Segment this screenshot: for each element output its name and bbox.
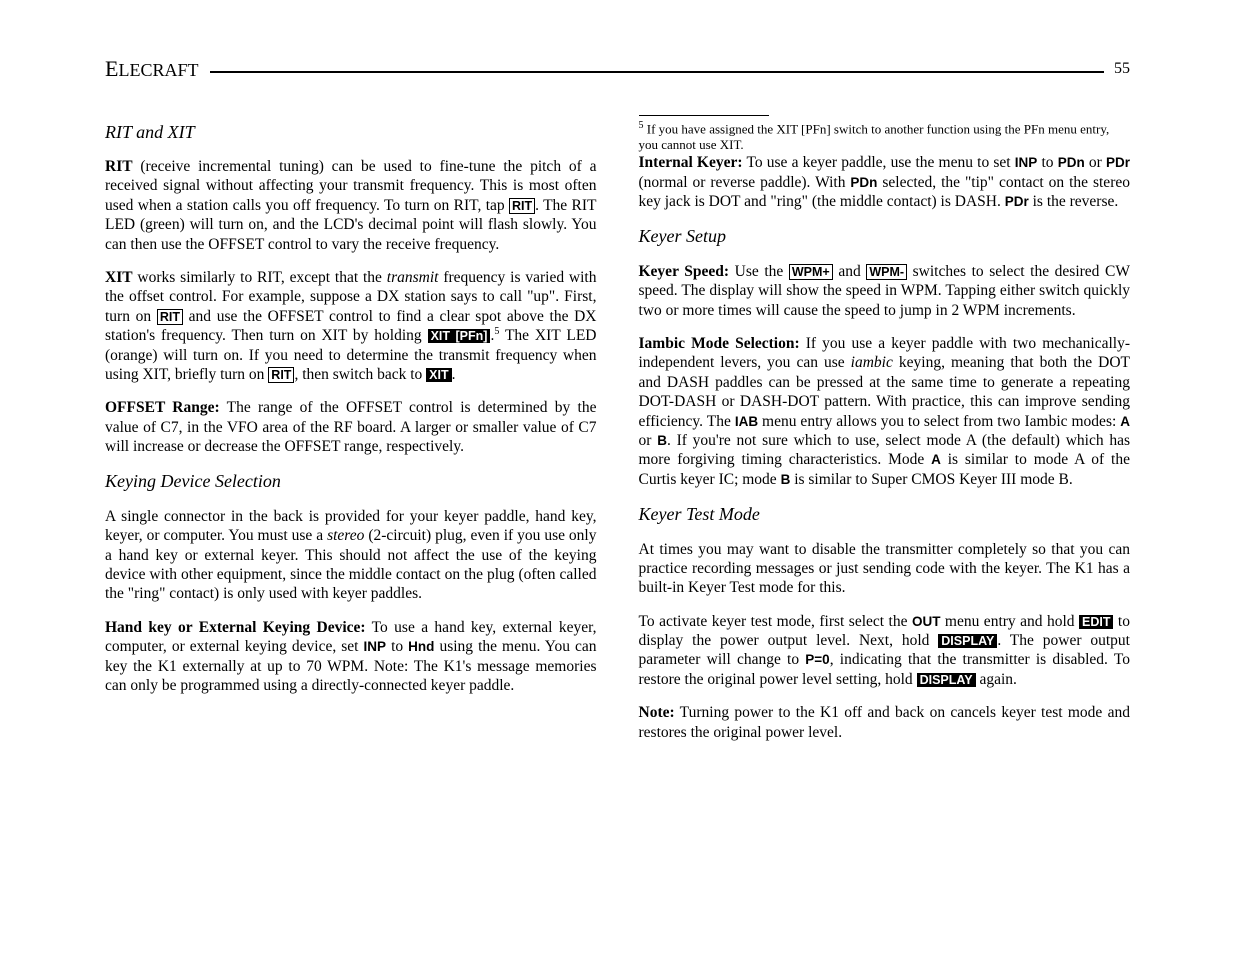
text: menu entry and hold bbox=[940, 613, 1079, 630]
brand-initial: E bbox=[105, 56, 118, 81]
para-hand-key: Hand key or External Keying Device: To u… bbox=[105, 618, 597, 696]
menu-pdn: PDn bbox=[1058, 155, 1085, 170]
footnote-rule bbox=[639, 115, 769, 116]
para-connector: A single connector in the back is provid… bbox=[105, 507, 597, 604]
menu-pdr: PDr bbox=[1005, 194, 1029, 209]
menu-out: OUT bbox=[912, 614, 941, 629]
para-test-activate: To activate keyer test mode, first selec… bbox=[639, 612, 1131, 690]
text: (normal or reverse paddle). With bbox=[639, 174, 851, 191]
para-internal-keyer: Internal Keyer: To use a keyer paddle, u… bbox=[639, 153, 1131, 211]
text: or bbox=[639, 432, 658, 449]
text: or bbox=[1085, 154, 1106, 171]
header-rule bbox=[210, 71, 1104, 73]
text: to bbox=[1037, 154, 1057, 171]
page-number: 55 bbox=[1114, 59, 1130, 79]
para-xit: XIT works similarly to RIT, except that … bbox=[105, 268, 597, 384]
footnote-text: If you have assigned the XIT [PFn] switc… bbox=[639, 121, 1110, 152]
text: Use the bbox=[729, 263, 789, 280]
text: Turning power to the K1 off and back on … bbox=[639, 704, 1131, 740]
button-display: DISPLAY bbox=[917, 673, 976, 687]
body-columns: RIT and XIT RIT (receive incremental tun… bbox=[105, 115, 1130, 742]
mode-a: A bbox=[931, 452, 941, 467]
section-rit-xit: RIT and XIT bbox=[105, 121, 597, 144]
brand: ELECRAFT bbox=[105, 55, 198, 83]
button-xit-pfn: XIT [PFn] bbox=[428, 329, 491, 343]
text: to bbox=[386, 638, 408, 655]
button-rit: RIT bbox=[268, 367, 294, 383]
term-rit: RIT bbox=[105, 158, 133, 175]
mode-b: B bbox=[781, 472, 791, 487]
para-offset: OFFSET Range: The range of the OFFSET co… bbox=[105, 398, 597, 456]
term-xit: XIT bbox=[105, 269, 133, 286]
footnote: 5 If you have assigned the XIT [PFn] swi… bbox=[639, 120, 1131, 154]
text: works similarly to RIT, except that the bbox=[133, 269, 387, 286]
section-keyer-setup: Keyer Setup bbox=[639, 225, 1131, 248]
button-rit: RIT bbox=[509, 198, 535, 214]
label-note: Note: bbox=[639, 704, 675, 721]
mode-b: B bbox=[657, 433, 667, 448]
button-wpm-plus: WPM+ bbox=[789, 264, 833, 280]
mode-a: A bbox=[1120, 414, 1130, 429]
menu-pdn: PDn bbox=[850, 175, 877, 190]
label-iambic: Iambic Mode Selection: bbox=[639, 335, 800, 352]
label-hand-key: Hand key or External Keying Device: bbox=[105, 619, 366, 636]
text: To activate keyer test mode, first selec… bbox=[639, 613, 912, 630]
para-iambic: Iambic Mode Selection: If you use a keye… bbox=[639, 334, 1131, 489]
text: To use a keyer paddle, use the menu to s… bbox=[743, 154, 1015, 171]
text: menu entry allows you to select from two… bbox=[758, 413, 1120, 430]
menu-iab: IAB bbox=[735, 414, 758, 429]
label-offset-range: OFFSET Range: bbox=[105, 399, 220, 416]
value-p0: P=0 bbox=[805, 652, 829, 667]
para-rit: RIT (receive incremental tuning) can be … bbox=[105, 157, 597, 254]
menu-hnd: Hnd bbox=[408, 639, 434, 654]
text: is similar to Super CMOS Keyer III mode … bbox=[790, 471, 1072, 488]
page: ELECRAFT 55 RIT and XIT RIT (receive inc… bbox=[105, 55, 1130, 742]
button-xit: XIT bbox=[426, 368, 451, 382]
button-edit: EDIT bbox=[1079, 615, 1113, 629]
menu-inp: INP bbox=[1015, 155, 1038, 170]
text: , then switch back to bbox=[294, 366, 426, 383]
em-stereo: stereo bbox=[327, 527, 364, 544]
footnote-block: 5 If you have assigned the XIT [PFn] swi… bbox=[639, 115, 1131, 154]
label-keyer-speed: Keyer Speed: bbox=[639, 263, 730, 280]
section-keying-device: Keying Device Selection bbox=[105, 470, 597, 493]
button-rit: RIT bbox=[157, 309, 183, 325]
text: again. bbox=[976, 671, 1017, 688]
para-note: Note: Turning power to the K1 off and ba… bbox=[639, 703, 1131, 742]
label-internal-keyer: Internal Keyer: bbox=[639, 154, 743, 171]
text: and bbox=[833, 263, 867, 280]
menu-pdr: PDr bbox=[1106, 155, 1130, 170]
section-keyer-test: Keyer Test Mode bbox=[639, 503, 1131, 526]
button-wpm-minus: WPM- bbox=[866, 264, 907, 280]
menu-inp: INP bbox=[364, 639, 387, 654]
text: . bbox=[452, 366, 456, 383]
button-display: DISPLAY bbox=[938, 634, 997, 648]
em-transmit: transmit bbox=[387, 269, 439, 286]
brand-rest: LECRAFT bbox=[118, 60, 198, 80]
para-test-intro: At times you may want to disable the tra… bbox=[639, 540, 1131, 598]
page-header: ELECRAFT 55 bbox=[105, 55, 1130, 83]
para-keyer-speed: Keyer Speed: Use the WPM+ and WPM- switc… bbox=[639, 262, 1131, 320]
em-iambic: iambic bbox=[851, 354, 893, 371]
text: is the reverse. bbox=[1029, 193, 1119, 210]
